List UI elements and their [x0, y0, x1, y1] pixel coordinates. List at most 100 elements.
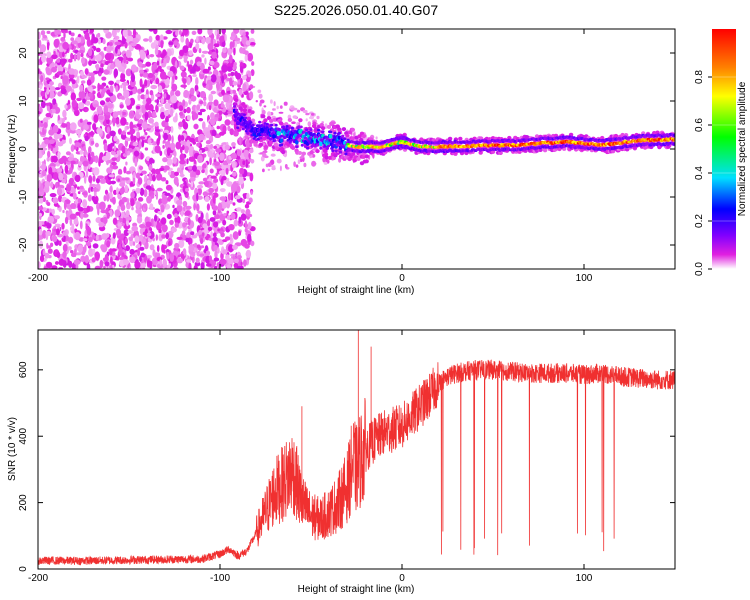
spectral-cell: [88, 92, 93, 97]
spectral-cell: [372, 152, 375, 159]
spectral-cell: [126, 34, 130, 44]
spectral-cell: [49, 193, 57, 198]
spectral-cell: [250, 190, 253, 195]
spectral-cell: [217, 202, 223, 211]
spectral-cell: [278, 111, 284, 114]
spectral-cell: [174, 171, 179, 176]
spectral-cell: [164, 102, 171, 110]
spectral-cell: [210, 231, 213, 239]
spectral-cell: [201, 232, 205, 237]
spectral-cell: [180, 146, 183, 154]
spectral-cell: [89, 183, 97, 188]
spectral-cell: [88, 60, 93, 66]
spectral-cell: [75, 211, 81, 216]
spectral-cell: [71, 223, 75, 232]
spectral-cell: [117, 223, 122, 227]
spectral-cell: [277, 127, 281, 131]
spectral-cell: [145, 97, 152, 105]
spectral-cell: [95, 177, 101, 184]
spectral-cell: [38, 52, 41, 56]
spectral-cell: [101, 233, 108, 240]
spectral-cell: [323, 161, 328, 165]
spectral-cell: [109, 85, 114, 94]
spectral-cell: [43, 122, 48, 129]
spectral-cell: [130, 64, 137, 72]
spectral-cell: [47, 150, 51, 158]
spectral-cell: [139, 69, 145, 74]
spectral-cell: [305, 112, 310, 116]
spectral-cell: [62, 209, 65, 214]
spectral-cell: [246, 192, 250, 200]
spectral-cell: [89, 29, 94, 34]
spectral-cell: [99, 100, 106, 106]
spectral-cell: [198, 133, 205, 141]
spectral-cell: [109, 94, 117, 103]
spectral-cell: [56, 228, 60, 236]
spectral-cell: [55, 102, 58, 110]
spectral-cell: [206, 219, 211, 227]
spectral-cell: [125, 49, 132, 58]
spectral-cell: [138, 165, 144, 171]
spectral-cell: [161, 224, 168, 233]
spectral-cell: [270, 153, 276, 157]
spectral-cell: [77, 132, 81, 138]
spectral-cell: [40, 90, 45, 97]
spectral-cell: [93, 114, 99, 123]
spectral-cell: [80, 80, 86, 84]
spectral-cell: [206, 104, 210, 110]
spectral-cell: [84, 68, 89, 75]
spectral-cell: [222, 249, 228, 255]
spectral-cell: [113, 135, 118, 142]
spectral-cell: [136, 123, 142, 128]
spectral-cell: [242, 32, 246, 37]
spectral-cell: [205, 212, 209, 222]
spectral-cell: [227, 125, 231, 132]
spectral-cell: [113, 68, 119, 78]
spectral-cell: [111, 165, 119, 170]
spectral-cell: [123, 229, 130, 237]
spectral-cell: [155, 104, 159, 113]
spectral-cell: [265, 122, 269, 126]
spectral-cell: [243, 116, 248, 120]
spectral-cell: [122, 243, 125, 248]
spectral-cell: [135, 172, 140, 179]
spectral-cell: [232, 231, 239, 240]
spectral-cell: [168, 41, 174, 46]
spectral-cell: [60, 155, 68, 164]
spectral-cell: [142, 121, 148, 130]
spectral-cell: [158, 228, 162, 234]
spectral-cell: [49, 81, 54, 86]
spectral-cell: [234, 112, 239, 117]
spectral-cell: [207, 29, 213, 36]
spectral-cell: [241, 75, 247, 81]
spectral-cell: [243, 259, 247, 267]
spectral-cell: [278, 121, 284, 126]
spectral-cell: [39, 124, 44, 127]
spectral-cell: [179, 163, 183, 169]
spectral-cell: [79, 149, 84, 155]
spectral-cell: [241, 127, 245, 131]
spectral-cell: [165, 180, 169, 185]
spectral-cell: [80, 52, 84, 58]
spectral-cell: [343, 137, 347, 141]
spectral-cell: [672, 138, 675, 141]
spectral-cell: [109, 209, 113, 218]
spectral-cell: [92, 90, 96, 95]
spectral-cell: [270, 165, 276, 168]
spectral-cell: [57, 114, 60, 121]
spectral-cell: [230, 192, 234, 201]
spectral-cell: [84, 254, 90, 264]
spectral-cell: [249, 91, 254, 100]
spectral-cell: [66, 184, 72, 192]
spectral-cell: [163, 139, 166, 144]
spectral-cell: [161, 234, 166, 239]
spectral-cell: [154, 121, 159, 127]
spectral-cell: [53, 50, 56, 56]
spectral-cell: [321, 121, 325, 124]
spectral-cell: [165, 184, 173, 191]
spectral-cell: [206, 263, 212, 267]
spectral-cell: [50, 126, 53, 130]
spectral-cell: [194, 66, 201, 72]
spectral-cell: [303, 162, 307, 168]
